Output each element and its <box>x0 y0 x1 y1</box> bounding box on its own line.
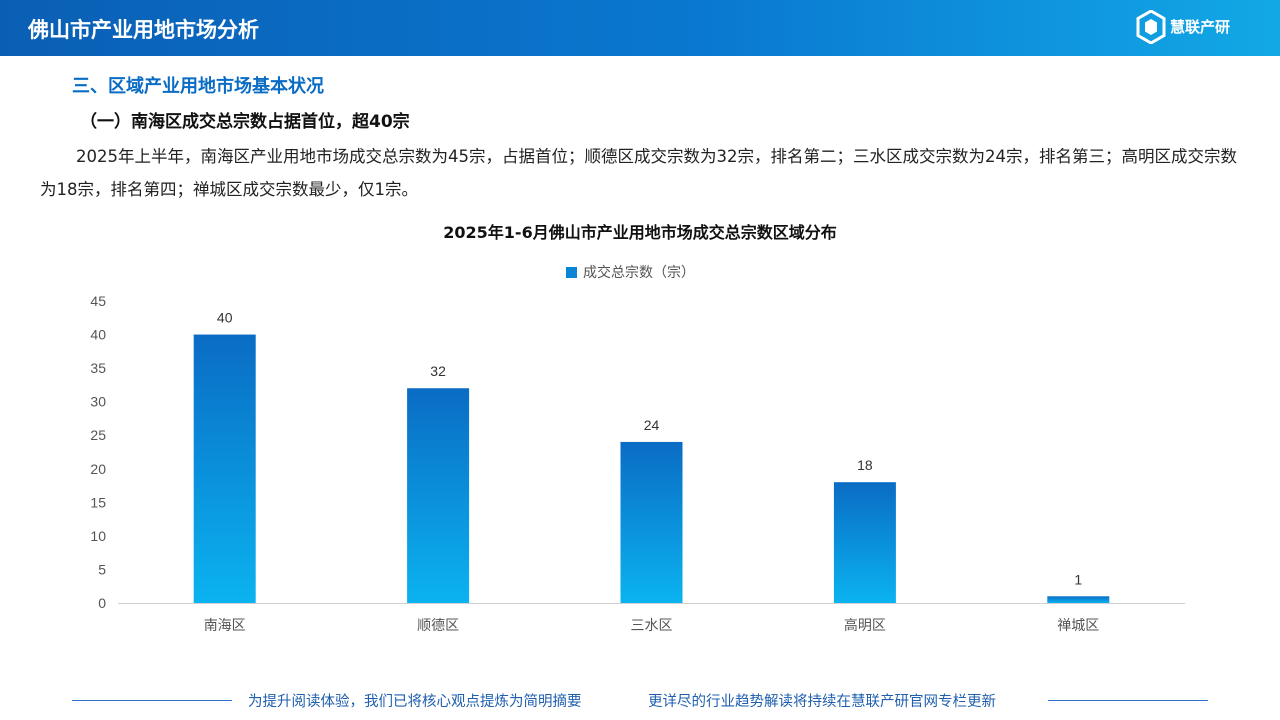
data-label: 32 <box>430 363 446 379</box>
section-subtitle: （一）南海区成交总宗数占据首位，超40宗 <box>80 112 410 132</box>
y-tick-label: 25 <box>90 427 106 443</box>
bar <box>407 388 470 603</box>
y-tick-label: 0 <box>98 595 106 611</box>
logo-text: 慧联产研 <box>1170 18 1231 36</box>
y-tick-label: 30 <box>90 394 106 410</box>
y-tick-label: 10 <box>90 528 106 544</box>
x-category-label: 三水区 <box>631 618 673 634</box>
bar <box>193 334 256 603</box>
footer-left-text: 为提升阅读体验，我们已将核心观点提炼为简明摘要 <box>248 694 582 710</box>
legend-swatch <box>566 266 577 278</box>
bar <box>1047 596 1110 603</box>
x-category-label: 南海区 <box>204 618 246 634</box>
bars: 40 南海区 32 顺德区 24 三水区 18 高明区 1 禅城区 <box>193 310 1110 634</box>
footer-divider-left <box>72 700 232 701</box>
footer: 为提升阅读体验，我们已将核心观点提炼为简明摘要 更详尽的行业趋势解读将持续在慧联… <box>0 690 1280 712</box>
x-category-label: 高明区 <box>844 617 886 634</box>
data-label: 18 <box>857 457 873 473</box>
summary-paragraph: 2025年上半年，南海区产业用地市场成交总宗数为45宗，占据首位；顺德区成交宗数… <box>40 147 1237 199</box>
y-tick-label: 45 <box>90 293 106 309</box>
y-tick-label: 20 <box>90 461 106 477</box>
brand-logo: 慧联产研 <box>1136 9 1246 46</box>
data-label: 24 <box>644 417 660 433</box>
hexagon-logo-icon <box>1136 9 1166 45</box>
chart-legend: 成交总宗数（宗） <box>566 263 695 281</box>
y-tick-label: 35 <box>90 360 106 376</box>
x-category-label: 顺德区 <box>417 618 459 634</box>
footer-divider-right <box>1048 700 1208 701</box>
chart-title: 2025年1-6月佛山市产业用地市场成交总宗数区域分布 <box>443 223 837 242</box>
x-category-label: 禅城区 <box>1057 618 1099 634</box>
data-label: 40 <box>217 310 233 326</box>
legend-label: 成交总宗数（宗） <box>583 265 695 281</box>
y-axis: 0 5 10 15 20 25 30 35 40 45 <box>90 293 106 611</box>
y-tick-label: 5 <box>98 561 106 577</box>
bar <box>620 441 683 603</box>
header-bar: 佛山市产业用地市场分析 慧联产研 <box>0 0 1280 56</box>
footer-right-text: 更详尽的行业趋势解读将持续在慧联产研官网专栏更新 <box>648 694 996 710</box>
y-tick-label: 40 <box>90 327 106 343</box>
page-title: 佛山市产业用地市场分析 <box>28 18 259 42</box>
data-label: 1 <box>1074 571 1082 587</box>
bar <box>833 482 896 603</box>
y-tick-label: 15 <box>90 494 106 510</box>
section-title: 三、区域产业用地市场基本状况 <box>72 76 324 97</box>
